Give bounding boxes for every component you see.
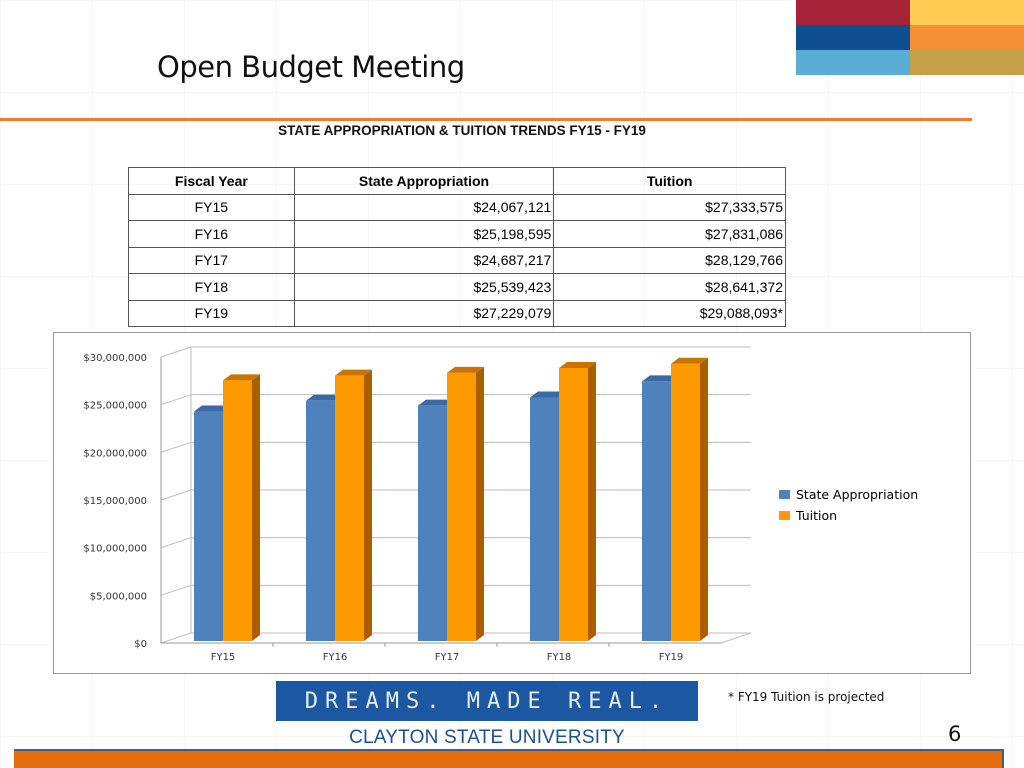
color-block (910, 50, 1024, 76)
y-tick-label: $10,000,000 (83, 544, 147, 555)
bar-top (306, 394, 343, 401)
bar-state-appropriation (642, 381, 671, 641)
bar-side (364, 369, 372, 641)
x-tick-label: FY16 (323, 652, 348, 663)
slogan-banner: DREAMS. MADE REAL. (276, 681, 698, 721)
bar-side (476, 366, 484, 641)
footer-bar (14, 749, 1004, 768)
bar-tuition (335, 375, 364, 641)
color-block (796, 50, 910, 76)
legend-label: Tuition (796, 508, 838, 523)
table-header-row: Fiscal Year State Appropriation Tuition (128, 167, 786, 195)
cell-fiscal-year: FY19 (128, 300, 295, 327)
brand-color-blocks (796, 0, 1024, 76)
table-row: FY15 $24,067,121 $27,333,575 (128, 194, 786, 221)
gridline-side (160, 441, 192, 453)
cell-tuition: $29,088,093* (553, 300, 786, 327)
budget-table: Fiscal Year State Appropriation Tuition … (128, 167, 786, 327)
cell-tuition: $28,641,372 (553, 273, 786, 301)
cell-fiscal-year: FY17 (128, 247, 295, 274)
legend-swatch-tuition (779, 511, 790, 520)
cell-state-appropriation: $24,687,217 (294, 247, 555, 274)
gridline-side (160, 584, 192, 596)
legend-item-state-appropriation: State Appropriation (779, 484, 918, 505)
x-tick-label: FY17 (435, 652, 460, 663)
footnote: * FY19 Tuition is projected (728, 690, 885, 704)
table-title: STATE APPROPRIATION & TUITION TRENDS FY1… (278, 123, 646, 138)
x-tick-label: FY15 (211, 652, 236, 663)
header-fiscal-year: Fiscal Year (128, 167, 295, 195)
color-block (910, 25, 1024, 51)
bar-tuition (671, 363, 700, 641)
bar-tuition (223, 380, 252, 641)
color-block (796, 0, 910, 26)
cell-state-appropriation: $25,198,595 (294, 220, 555, 248)
bar-state-appropriation (306, 400, 335, 641)
table-row: FY19 $27,229,079 $29,088,093* (128, 300, 786, 327)
y-tick-label: $30,000,000 (83, 353, 147, 364)
bar-side (252, 374, 260, 641)
bar-state-appropriation (530, 397, 559, 641)
bar-top (530, 391, 567, 398)
bar-side (700, 357, 708, 641)
gridline-side (160, 346, 192, 358)
cell-fiscal-year: FY16 (128, 220, 295, 248)
gridline-side (160, 632, 192, 644)
bar-top (671, 357, 708, 364)
x-tick-label: FY18 (547, 652, 572, 663)
bar-top (335, 369, 372, 376)
bar-top (418, 399, 455, 406)
header-state-appropriation: State Appropriation (294, 167, 555, 195)
cell-state-appropriation: $25,539,423 (294, 273, 555, 301)
cell-fiscal-year: FY15 (128, 194, 295, 221)
header-tuition: Tuition (553, 167, 786, 195)
cell-state-appropriation: $27,229,079 (294, 300, 555, 327)
cell-tuition: $27,333,575 (553, 194, 786, 221)
gridline-side (160, 394, 192, 406)
university-name: CLAYTON STATE UNIVERSITY (349, 727, 625, 748)
bar-top (223, 374, 260, 381)
y-tick-label: $20,000,000 (83, 448, 147, 459)
table-row: FY18 $25,539,423 $28,641,372 (128, 273, 786, 301)
bar-tuition (447, 372, 476, 641)
cell-tuition: $28,129,766 (553, 247, 786, 274)
y-tick-label: $5,000,000 (90, 591, 147, 602)
bar-side (588, 361, 596, 641)
table-row: FY16 $25,198,595 $27,831,086 (128, 220, 786, 248)
bar-state-appropriation (194, 411, 223, 641)
bar-chart: $0 $5,000,000 $10,000,000 $15,000,000 $20,00… (83, 346, 752, 663)
color-block (910, 0, 1024, 26)
legend-label: State Appropriation (796, 487, 919, 502)
legend-swatch-state (779, 490, 790, 499)
y-tick-label: $25,000,000 (83, 401, 147, 412)
color-block (796, 25, 910, 51)
chart-legend: State Appropriation Tuition (779, 484, 918, 526)
cell-fiscal-year: FY18 (128, 273, 295, 301)
slogan-text: DREAMS. MADE REAL. (304, 688, 670, 714)
gridline-side (160, 537, 192, 549)
bar-top (642, 375, 679, 382)
bar-tuition (559, 367, 588, 641)
page-title: Open Budget Meeting (157, 50, 465, 84)
title-divider (0, 118, 972, 121)
page-number: 6 (948, 722, 962, 746)
bar-top (559, 361, 596, 368)
chart-area: $0 $5,000,000 $10,000,000 $15,000,000 $20,00… (53, 332, 971, 674)
cell-tuition: $27,831,086 (553, 220, 786, 248)
gridline-side (160, 489, 192, 501)
x-tick-label: FY19 (659, 652, 684, 663)
legend-item-tuition: Tuition (779, 505, 918, 526)
bar-top (194, 405, 231, 412)
cell-state-appropriation: $24,067,121 (294, 194, 555, 221)
y-tick-label: $15,000,000 (83, 496, 147, 507)
y-tick-label: $0 (134, 639, 147, 650)
table-row: FY17 $24,687,217 $28,129,766 (128, 247, 786, 274)
bar-top (447, 366, 484, 373)
bar-state-appropriation (418, 405, 447, 641)
floor-edge (720, 632, 752, 644)
